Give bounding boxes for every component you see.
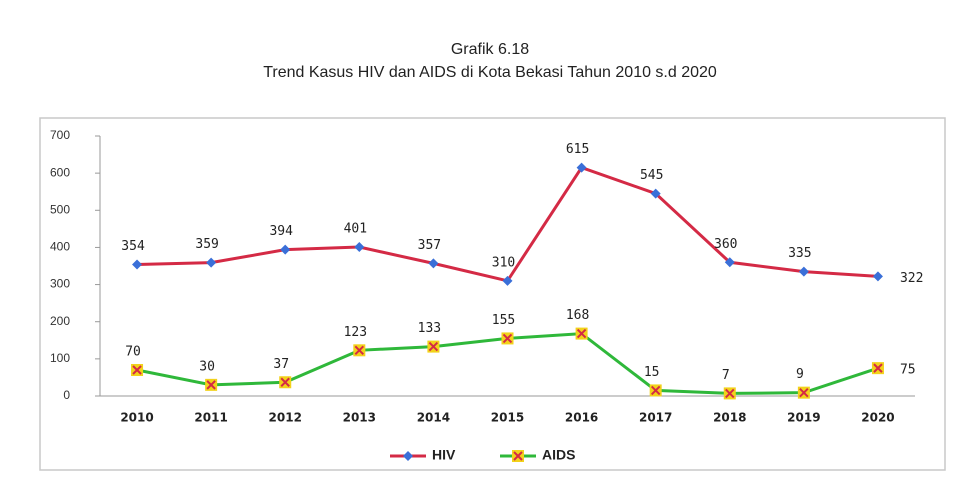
data-label: 168 [566, 308, 589, 323]
legend-label: HIV [432, 447, 456, 463]
data-label: 155 [492, 313, 515, 328]
data-label: 322 [900, 271, 923, 286]
data-label: 7 [722, 368, 730, 383]
legend-marker [403, 451, 413, 461]
y-tick-label: 200 [50, 314, 70, 328]
marker [501, 332, 514, 345]
data-label: 30 [199, 359, 215, 374]
marker [502, 275, 513, 286]
data-label: 70 [125, 345, 141, 360]
data-label: 75 [900, 363, 916, 378]
marker [131, 364, 144, 376]
x-tick-label: 2017 [639, 411, 672, 425]
y-tick-label: 600 [50, 165, 70, 179]
data-label: 37 [273, 357, 289, 372]
x-tick-label: 2011 [194, 411, 227, 425]
x-tick-label: 2016 [565, 411, 598, 425]
marker [206, 257, 217, 268]
marker [872, 271, 883, 282]
legend-marker [512, 450, 524, 462]
marker [723, 387, 736, 400]
marker [205, 378, 218, 391]
marker [724, 257, 735, 268]
data-label: 123 [344, 325, 367, 340]
data-label: 357 [418, 238, 441, 253]
marker [353, 344, 366, 357]
data-label: 359 [195, 237, 218, 252]
marker [132, 259, 143, 270]
x-tick-label: 2010 [120, 411, 153, 425]
y-tick-label: 500 [50, 202, 70, 216]
chart-title: Grafik 6.18 [451, 41, 529, 58]
data-label: 615 [566, 142, 589, 157]
data-label: 401 [344, 222, 367, 237]
marker [428, 258, 439, 269]
data-label: 354 [121, 239, 145, 254]
data-label: 394 [269, 224, 293, 239]
marker [575, 327, 588, 340]
legend-label: AIDS [542, 447, 575, 463]
y-tick-label: 100 [50, 351, 70, 365]
x-tick-label: 2013 [343, 411, 376, 425]
x-tick-label: 2012 [269, 411, 302, 425]
chart-subtitle: Trend Kasus HIV dan AIDS di Kota Bekasi … [263, 64, 717, 81]
y-tick-label: 0 [63, 388, 70, 402]
marker [280, 244, 291, 255]
marker [649, 384, 662, 397]
y-tick-label: 400 [50, 240, 70, 254]
x-tick-label: 2018 [713, 411, 746, 425]
marker [576, 162, 587, 173]
x-tick-label: 2020 [861, 411, 894, 425]
marker [798, 266, 809, 277]
data-label: 545 [640, 168, 663, 183]
y-tick-label: 300 [50, 277, 70, 291]
marker [871, 362, 884, 375]
x-tick-label: 2015 [491, 411, 524, 425]
data-label: 15 [644, 365, 660, 380]
data-label: 133 [418, 321, 441, 336]
plot-frame [39, 117, 946, 471]
marker [650, 188, 661, 199]
data-label: 335 [788, 246, 811, 261]
x-tick-label: 2014 [417, 411, 450, 425]
marker [354, 242, 365, 253]
y-tick-label: 700 [50, 128, 70, 142]
data-label: 310 [492, 255, 515, 270]
data-label: 360 [714, 237, 737, 252]
marker [797, 386, 810, 399]
data-label: 9 [796, 367, 804, 382]
marker [279, 376, 292, 389]
marker [427, 340, 440, 353]
x-tick-label: 2019 [787, 411, 820, 425]
